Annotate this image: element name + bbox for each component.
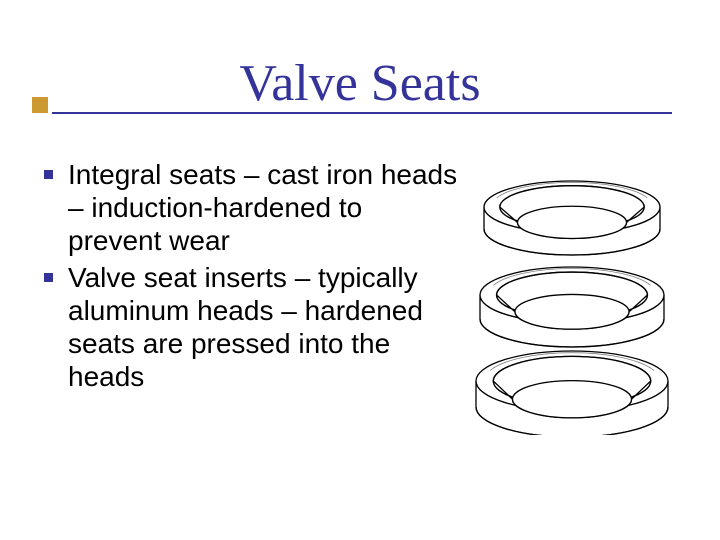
list-item: Valve seat inserts – typically aluminum … (40, 261, 460, 393)
bullet-list: Integral seats – cast iron heads – induc… (40, 158, 460, 393)
accent-square (32, 97, 48, 113)
accent-rule (52, 112, 672, 114)
body-text: Integral seats – cast iron heads – induc… (40, 158, 460, 397)
slide: Valve Seats Integral seats – cast iron h… (0, 0, 720, 540)
page-title: Valve Seats (0, 57, 720, 112)
valve-seat-figure (456, 155, 688, 435)
rings-svg (456, 155, 688, 435)
list-item: Integral seats – cast iron heads – induc… (40, 158, 460, 257)
bullet-text: Integral seats – cast iron heads – induc… (68, 159, 457, 256)
bullet-text: Valve seat inserts – typically aluminum … (68, 262, 423, 392)
